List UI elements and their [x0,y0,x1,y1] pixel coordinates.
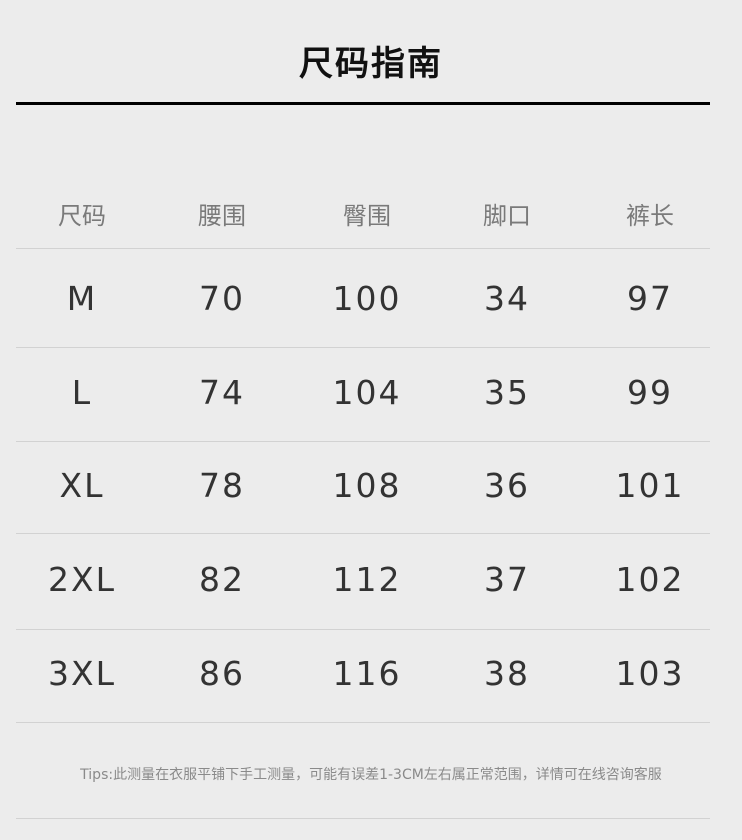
column-header: 臀围 [343,202,391,230]
table-cell: 38 [484,654,530,693]
table-cell: 86 [199,654,245,693]
table-cell: 103 [615,654,685,693]
title-divider [16,102,710,105]
column-header: 腰围 [198,202,246,230]
table-cell: 2XL [48,560,116,599]
row-divider [16,818,710,819]
table-cell: L [71,373,93,412]
table-cell: 34 [484,279,530,318]
page-title: 尺码指南 [299,44,443,84]
column-header: 裤长 [626,202,674,230]
table-cell: 37 [484,560,530,599]
table-cell: 112 [332,560,402,599]
row-divider [16,441,710,442]
table-cell: 102 [615,560,685,599]
row-divider [16,629,710,630]
table-cell: 100 [332,279,402,318]
table-cell: 101 [615,466,685,505]
table-cell: 78 [199,466,245,505]
table-cell: 36 [484,466,530,505]
row-divider [16,248,710,249]
row-divider [16,722,710,723]
row-divider [16,533,710,534]
table-cell: 97 [627,279,673,318]
table-cell: 74 [199,373,245,412]
table-cell: 70 [199,279,245,318]
row-divider [16,347,710,348]
table-cell: 99 [627,373,673,412]
table-cell: 82 [199,560,245,599]
column-header: 尺码 [58,202,106,230]
column-header: 脚口 [483,202,531,230]
table-cell: 3XL [48,654,116,693]
table-cell: XL [59,466,105,505]
table-cell: M [66,279,98,318]
table-cell: 108 [332,466,402,505]
tips-note: Tips:此测量在衣服平铺下手工测量，可能有误差1-3CM左右属正常范围，详情可… [80,767,662,783]
table-cell: 35 [484,373,530,412]
table-cell: 116 [332,654,402,693]
table-cell: 104 [332,373,402,412]
